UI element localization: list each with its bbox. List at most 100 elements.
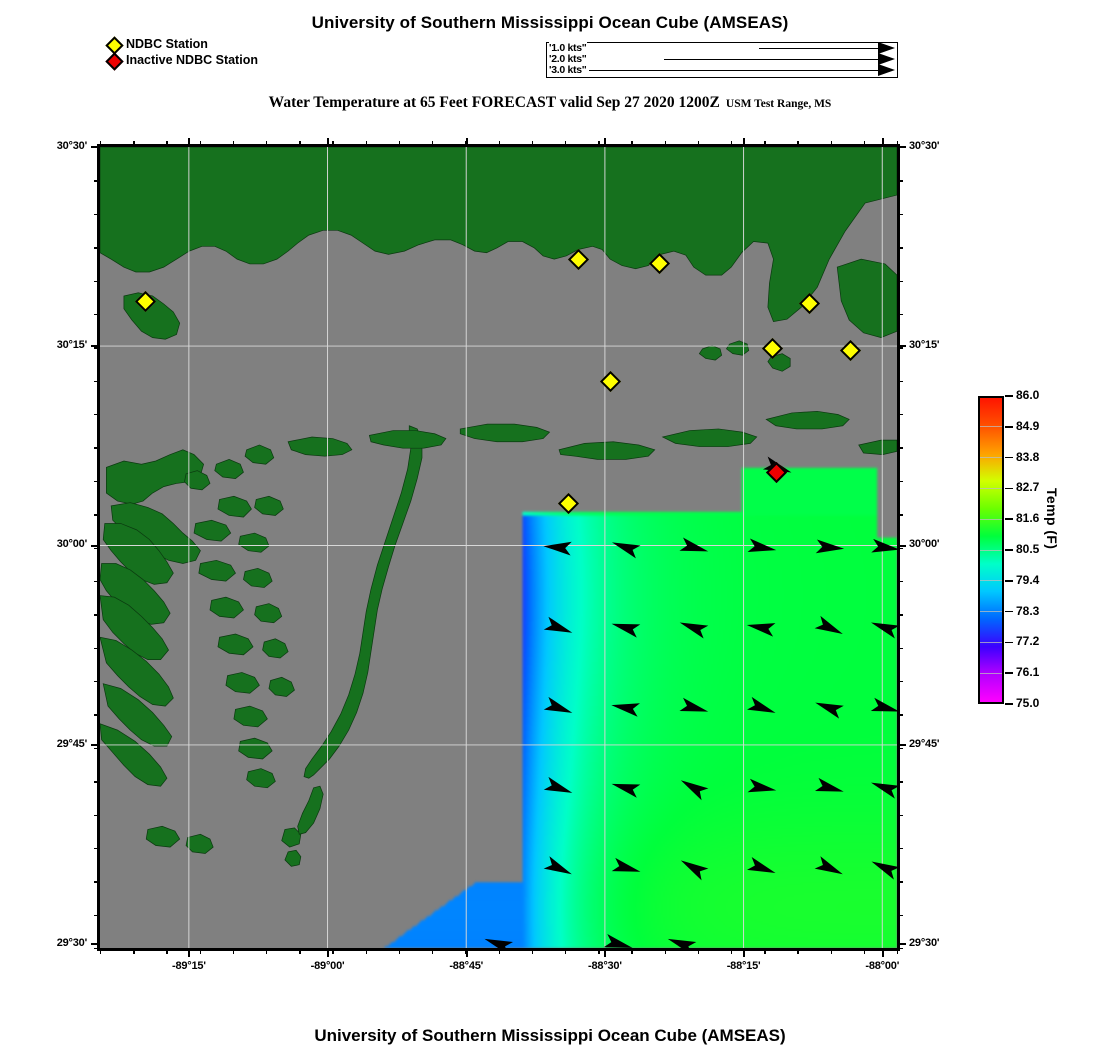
colorbar-tick [1005,456,1013,459]
colorbar-inner-tick [980,457,1002,459]
colorbar-tick-label: 75.0 [1016,696,1040,710]
y-axis-label: 30°15' [56,339,87,352]
y-minor-tick [94,614,100,616]
x-minor-tick [897,141,899,147]
colorbar-tick [1005,518,1013,520]
x-minor-tick [664,141,666,147]
x-minor-tick [531,141,534,147]
x-axis-label: -88°15' [726,960,761,972]
current-arrow [871,861,897,880]
y-minor-tick [897,814,903,816]
y-major-tick [897,345,906,348]
current-arrow [747,857,776,874]
y-minor-tick [897,380,903,383]
current-arrow [667,938,697,948]
current-arrow [815,539,845,554]
x-minor-tick [697,948,700,954]
y-minor-tick [897,180,903,182]
x-minor-tick [730,141,733,147]
forecast-region-label: USM Test Range, MS [725,98,832,110]
y-minor-tick [897,347,903,349]
y-axis-label: 30°00' [56,538,87,551]
vector-scale-row: '1.0 kts" [547,42,897,54]
current-arrow [543,776,573,793]
current-arrow [747,696,776,713]
y-minor-tick [94,781,100,783]
y-axis-label: 29°30' [56,936,87,949]
y-minor-tick [94,948,100,950]
vector-scale-label: '1.0 kts" [549,42,588,54]
y-minor-tick [897,313,903,316]
y-minor-tick [94,213,100,216]
y-major-tick [91,744,100,747]
x-minor-tick [564,141,567,147]
colorbar-tick [1005,549,1013,551]
x-minor-tick [100,141,102,147]
y-axis-label: 30°15' [909,339,940,352]
x-major-tick [465,948,468,957]
x-minor-tick [863,948,866,954]
vector-scale-line [664,59,879,61]
y-minor-tick [897,647,903,650]
y-minor-tick [94,180,100,182]
footer-title: University of Southern Mississippi Ocean… [314,1026,786,1045]
map-canvas[interactable] [97,144,900,951]
x-minor-tick [432,141,434,147]
y-major-tick [91,146,100,149]
colorbar-tick-label: 77.2 [1016,634,1040,649]
x-major-tick [465,138,468,147]
x-minor-tick [797,948,799,954]
current-arrow [814,615,843,634]
x-minor-tick [631,141,633,147]
current-arrow [543,616,573,633]
y-minor-tick [94,814,100,816]
red-diamond-icon [105,52,124,71]
y-minor-tick [94,580,100,583]
land-polygons [100,147,897,867]
colorbar-tick [1005,610,1013,613]
y-minor-tick [897,948,903,950]
colorbar-tick [1005,672,1013,674]
x-minor-tick [498,141,500,147]
x-minor-tick [100,948,102,954]
legend-label-inactive: Inactive NDBC Station [126,53,258,67]
current-arrow [543,541,572,556]
x-minor-tick [797,141,799,147]
x-minor-tick [232,948,235,954]
x-minor-tick [432,948,434,954]
x-axis-label: -89°00' [310,960,345,972]
x-minor-tick [730,948,733,954]
y-minor-tick [94,647,100,650]
x-major-tick [604,138,607,147]
x-minor-tick [199,948,202,954]
vector-scale-row: '2.0 kts" [547,53,897,65]
colorbar-tick [1005,426,1013,428]
y-minor-tick [897,580,903,583]
y-minor-tick [94,847,100,850]
vector-scale-row: '3.0 kts" [547,64,897,76]
colorbar-inner-tick [980,487,1002,489]
x-major-tick [881,138,884,147]
vector-scale-line [759,48,879,50]
y-minor-tick [897,781,903,783]
y-minor-tick [897,280,903,282]
x-minor-tick [133,948,135,954]
y-minor-tick [897,714,903,716]
legend-label-active: NDBC Station [126,37,208,51]
x-minor-tick [764,141,766,147]
x-minor-tick [133,141,135,147]
colorbar-tick-label: 83.8 [1016,449,1040,464]
legend-item-active-station: NDBC Station [105,36,258,55]
x-minor-tick [531,948,534,954]
current-arrow [611,857,641,872]
x-minor-tick [332,141,334,147]
map-vector-layer [100,147,897,948]
y-minor-tick [94,914,100,917]
x-minor-tick [166,141,168,147]
current-arrow [746,623,776,637]
current-arrow [603,934,633,948]
y-axis-label: 30°30' [56,140,87,152]
colorbar-title: Temp (F) [1044,488,1060,550]
y-axis-label: 29°45' [56,737,87,750]
current-arrow [871,782,897,799]
